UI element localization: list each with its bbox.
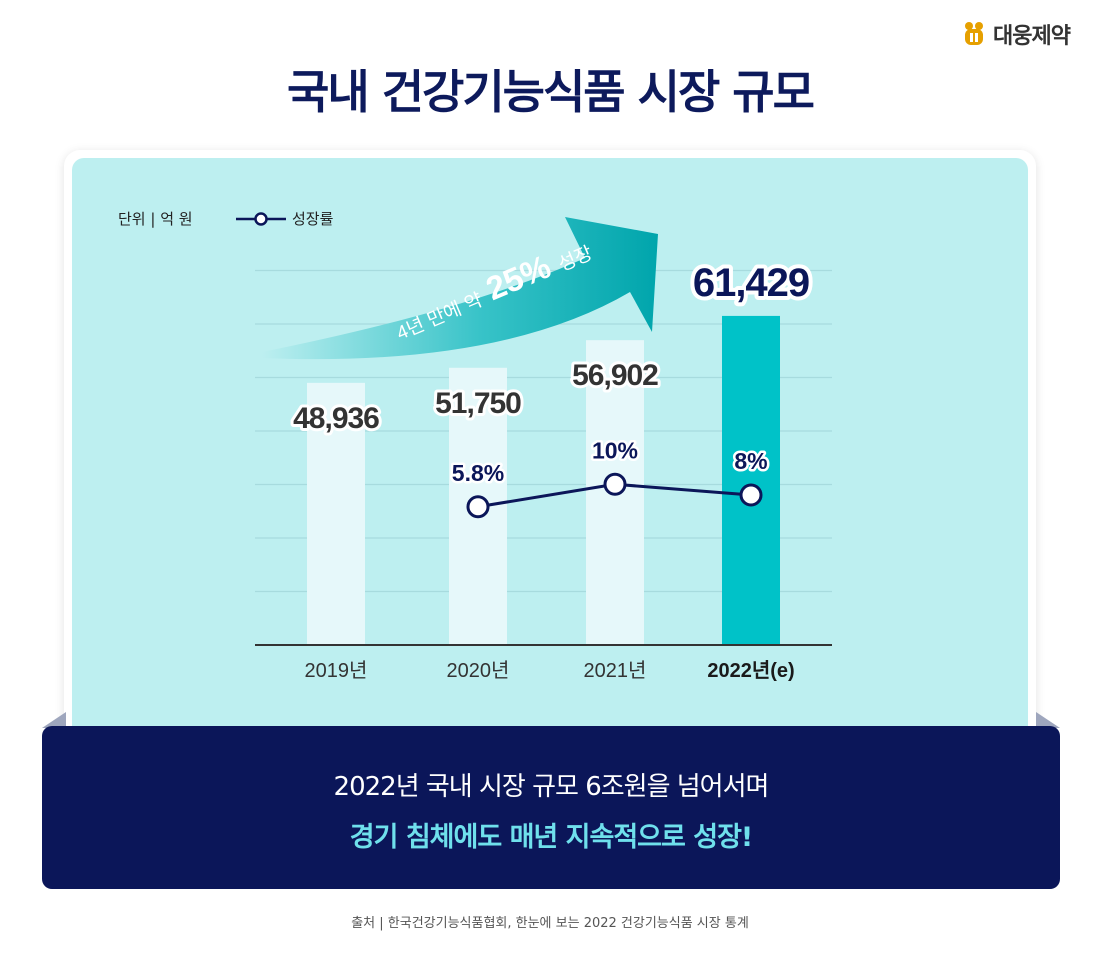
x-tick-label: 2022년(e) bbox=[707, 659, 794, 682]
bar-value-label: 56,902 bbox=[572, 359, 658, 392]
growth-point bbox=[603, 472, 627, 496]
x-axis-ticks: 2019년 2020년 2021년 2022년(e) bbox=[305, 659, 795, 682]
bar-value-labels: 48,936 51,750 56,902 61,429 bbox=[290, 257, 814, 438]
growth-point bbox=[739, 483, 763, 507]
banner-line-1: 2022년 국내 시장 규모 6조원을 넘어서며 bbox=[333, 772, 770, 802]
growth-point bbox=[466, 495, 490, 519]
banner-fold-left bbox=[42, 712, 66, 728]
source-citation: 출처 | 한국건강기능식품협회, 한눈에 보는 2022 건강기능식품 시장 통… bbox=[351, 916, 749, 931]
bar-value-label: 61,429 bbox=[693, 261, 809, 305]
title-regular: 국내 건강기능식품 bbox=[287, 65, 626, 119]
x-tick-label: 2020년 bbox=[447, 659, 510, 682]
growth-label: 10% bbox=[592, 437, 638, 463]
bar-value-label: 51,750 bbox=[435, 387, 521, 420]
brand-logo: 대웅제약 bbox=[961, 18, 1071, 50]
chart-legend: 성장률 bbox=[236, 208, 333, 229]
growth-label: 8% bbox=[734, 448, 767, 474]
unit-label: 단위 | 억 원 bbox=[118, 210, 193, 228]
bar-1 bbox=[307, 382, 365, 645]
legend-growth-label: 성장률 bbox=[292, 210, 334, 228]
x-tick-label: 2019년 bbox=[305, 659, 368, 682]
chart-bars bbox=[307, 315, 780, 645]
page-title: 국내 건강기능식품 시장 규모 bbox=[0, 56, 1100, 122]
bar-value-label: 48,936 bbox=[293, 402, 379, 435]
banner-fold-right bbox=[1036, 712, 1060, 728]
banner-line-2: 경기 침체에도 매년 지속적으로 성장! bbox=[349, 822, 754, 853]
summary-banner: 2022년 국내 시장 규모 6조원을 넘어서며 경기 침체에도 매년 지속적으… bbox=[42, 726, 1060, 889]
title-bold: 시장 규모 bbox=[637, 65, 815, 119]
growth-rate-series: 5.8% 10% 8% bbox=[449, 435, 770, 519]
x-tick-label: 2021년 bbox=[584, 659, 647, 682]
growth-label: 5.8% bbox=[452, 460, 504, 486]
chart-panel bbox=[72, 158, 1028, 748]
growth-arrow-shape bbox=[262, 217, 658, 360]
bar-4 bbox=[722, 315, 780, 645]
legend-line-marker-icon bbox=[236, 211, 286, 226]
brand-name: 대웅제약 bbox=[993, 24, 1071, 49]
bear-logo-icon bbox=[965, 22, 984, 45]
